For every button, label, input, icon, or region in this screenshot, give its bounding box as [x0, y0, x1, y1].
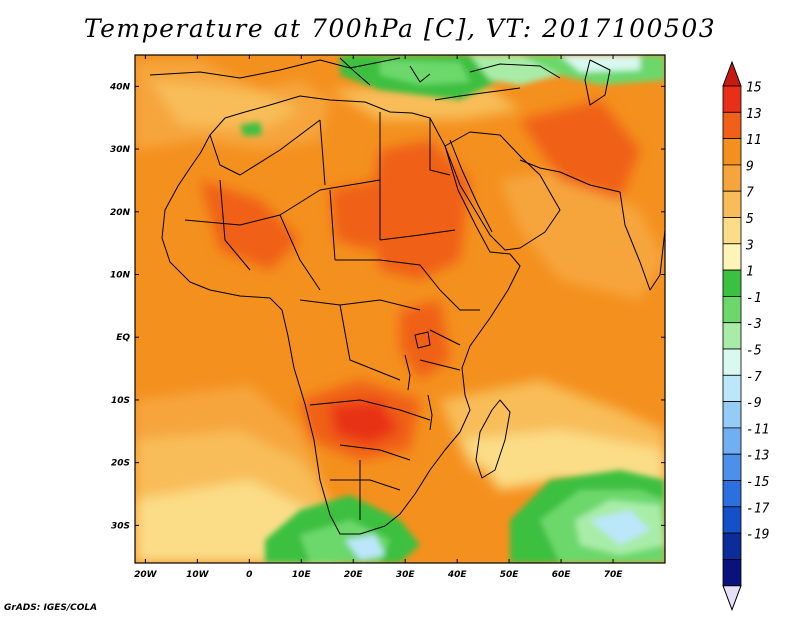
lon-tick-label: 10W	[186, 570, 210, 580]
border-central	[299, 229, 456, 381]
field-southindian-m5	[590, 510, 650, 545]
colorbar-swatch	[722, 480, 742, 508]
colorbar-swatch	[722, 374, 742, 402]
lake-malawi	[427, 394, 433, 431]
field-atlas-1	[240, 122, 262, 136]
colorbar-swatch	[722, 111, 742, 140]
colorbar-label: 9	[746, 159, 754, 174]
colorbar-swatch	[722, 243, 742, 271]
map-title: Temperature at 700hPa [C], VT: 201710050…	[83, 14, 717, 43]
africa-coastline	[161, 95, 521, 535]
india-coast	[619, 191, 665, 291]
colorbar-label: -11	[746, 422, 769, 437]
field-sudan-13	[370, 140, 470, 280]
colorbar-label: -5	[746, 344, 762, 359]
lat-tick-label: 30S	[111, 521, 130, 531]
border-westafrica	[184, 179, 381, 291]
lon-tick-label: 20E	[344, 570, 364, 580]
anatolia-coast	[434, 87, 521, 101]
colorbar-label: -1	[746, 291, 762, 306]
colorbar-label: 11	[746, 133, 762, 148]
colorbar-label: -17	[746, 501, 770, 516]
lat-tick-label: 10S	[111, 396, 130, 406]
colorbar-label: -9	[746, 396, 762, 411]
colorbar-swatch	[722, 506, 742, 534]
lat-tick-label: 20S	[111, 459, 130, 469]
field-mediterranean-m1	[380, 60, 470, 85]
field-lakes-13	[400, 300, 450, 380]
colorbar-label: 7	[746, 186, 754, 201]
colorbar-swatch	[722, 348, 742, 376]
field-southafrica-m5	[345, 535, 385, 560]
colorbar-label: -13	[746, 449, 769, 464]
border-eastafrica	[419, 289, 480, 371]
lon-tick-label: 30E	[396, 570, 416, 580]
colorbar-swatch	[722, 453, 742, 481]
greece	[409, 65, 431, 83]
colorbar-label: 5	[746, 212, 754, 227]
colorbar-label: 13	[746, 107, 762, 122]
colorbar-label: 15	[746, 81, 762, 96]
lon-tick-label: 0	[246, 570, 252, 580]
colorbar-swatch	[722, 532, 742, 560]
colorbar-over-arrow	[722, 60, 742, 87]
field-iran-13	[520, 100, 640, 200]
colorbar-label: 3	[745, 238, 754, 253]
lon-tick-label: 50E	[500, 570, 520, 580]
lon-tick-label: 60E	[552, 570, 572, 580]
arabian-peninsula	[444, 131, 561, 251]
field-zambia-15	[330, 400, 400, 445]
colorbar-label: 1	[746, 265, 754, 280]
lon-tick-label: 10E	[292, 570, 312, 580]
grads-credit: GrADS: IGES/COLA	[4, 603, 98, 613]
colorbar-swatch	[722, 295, 742, 324]
lat-tick-label: 40N	[109, 82, 131, 92]
colorbar-swatch	[722, 190, 742, 218]
iran-coast	[559, 171, 621, 193]
plot-frame	[134, 54, 666, 564]
border-sahara	[209, 112, 451, 240]
colorbar-swatch	[722, 401, 742, 429]
lat-tick-label: 20N	[110, 208, 131, 218]
field-caspian-m5	[560, 55, 640, 72]
colorbar-label: -3	[746, 317, 762, 332]
lake-victoria	[414, 331, 431, 349]
field-sahara-north-7	[150, 80, 300, 130]
lat-tick-label: EQ	[116, 333, 130, 343]
persian-gulf	[519, 159, 561, 173]
italy	[339, 57, 371, 86]
colorbar: 15 13 11 9 7 5 3 1 -1 -3 -5 -7 -9 -11 -13 -15 -17 -19	[722, 60, 770, 612]
colorbar-swatch	[722, 559, 742, 587]
colorbar-swatch	[722, 269, 742, 297]
colorbar-swatch	[722, 164, 742, 192]
coastlines-and-borders	[149, 57, 665, 535]
lon-tick-label: 70E	[604, 570, 624, 580]
colorbar-swatch	[722, 322, 742, 350]
lat-tick-label: 30N	[110, 145, 131, 155]
colorbar-label: -7	[746, 370, 762, 385]
temperature-field	[135, 55, 665, 563]
border-southern	[309, 399, 431, 520]
colorbar-swatch	[722, 427, 742, 455]
colorbar-swatch	[722, 217, 742, 245]
red-sea-east-coast	[449, 139, 493, 233]
lat-tick-label: 10N	[110, 271, 131, 281]
black-sea-coast	[469, 63, 561, 79]
colorbar-label: -15	[746, 475, 770, 490]
lon-tick-label: 40E	[447, 570, 468, 580]
europe-south-coast	[149, 57, 401, 79]
colorbar-swatch	[722, 138, 742, 166]
colorbar-swatch	[722, 85, 742, 113]
lake-tanganyika	[404, 354, 411, 391]
field-mali-13	[200, 180, 300, 270]
madagascar	[475, 399, 511, 479]
lon-tick-label: 20W	[134, 570, 158, 580]
caspian-sea	[584, 59, 611, 106]
colorbar-label: -19	[746, 528, 769, 543]
map-axes: 20W 10W 0 10E 20E 30E 40E 50E 60E 70E 40N 30N 20N 10N…	[109, 55, 665, 580]
colorbar-under-arrow	[722, 585, 742, 612]
field-arabian-sea-9	[500, 170, 665, 300]
